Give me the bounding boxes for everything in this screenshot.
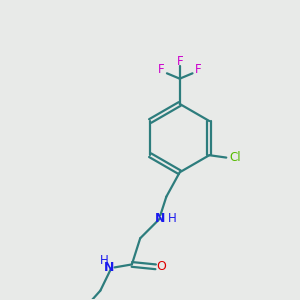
Text: F: F — [195, 63, 202, 76]
Text: H: H — [100, 254, 109, 267]
Text: N: N — [155, 212, 166, 225]
Text: Cl: Cl — [230, 151, 241, 164]
Text: F: F — [158, 63, 164, 76]
Text: O: O — [157, 260, 166, 273]
Text: N: N — [103, 262, 114, 275]
Text: H: H — [168, 212, 177, 225]
Text: F: F — [176, 55, 183, 68]
